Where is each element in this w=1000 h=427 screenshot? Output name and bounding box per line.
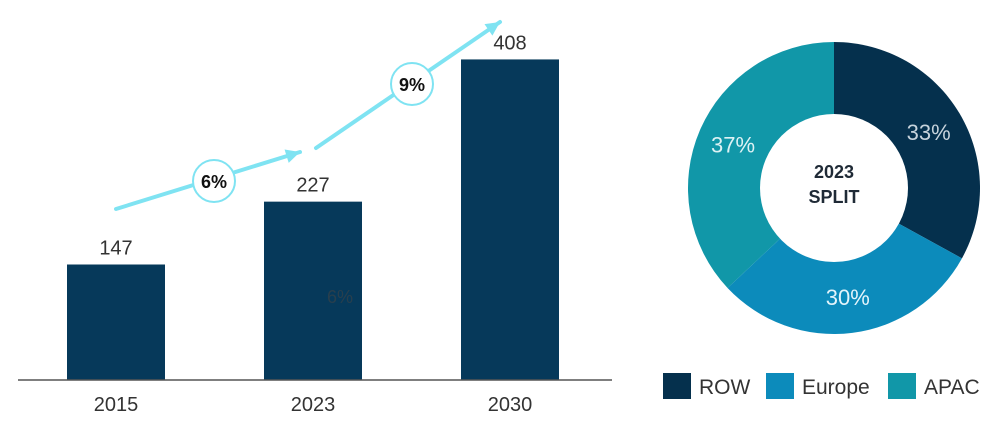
x-tick-label: 2030: [488, 394, 533, 416]
donut-center-year: 2023: [814, 162, 854, 182]
slice-percent-label: 33%: [907, 120, 951, 145]
growth-rate-label: 9%: [399, 75, 425, 95]
bar-2023: [264, 201, 362, 380]
bar-value-label: 408: [493, 32, 526, 54]
donut-chart: 2023 SPLIT 33% 30% 37%: [687, 42, 980, 334]
growth-rate-label: 6%: [201, 172, 227, 192]
bar-value-labels: 147 227 408: [99, 32, 526, 259]
legend-label: APAC: [924, 376, 980, 399]
slice-percent-label: 37%: [711, 132, 755, 157]
donut-slice-apac: [687, 42, 834, 288]
x-tick-labels: 2015 2023 2030: [94, 394, 533, 416]
growth-arrow: 6% 9%: [114, 20, 502, 211]
x-tick-label: 2023: [291, 394, 336, 416]
bar-2030: [461, 59, 559, 381]
faint-rate-label: 6%: [327, 287, 353, 307]
legend-label: ROW: [699, 376, 751, 399]
legend-label: Europe: [802, 376, 870, 399]
donut-hole: [760, 114, 908, 262]
donut-center-caption: SPLIT: [808, 187, 859, 207]
arrow-head: [284, 149, 300, 163]
growth-rate-bubble: [390, 62, 434, 106]
legend-swatch-row: [663, 373, 691, 399]
slice-percent-label: 30%: [826, 285, 870, 310]
bar-value-label: 147: [99, 238, 132, 260]
bar-2015: [67, 264, 165, 380]
donut-slice-labels: 33% 30% 37%: [711, 120, 951, 310]
bar-chart: 147 227 408 2015 2023 2030 6% 9% 6%: [18, 20, 612, 416]
x-tick-label: 2015: [94, 394, 139, 416]
bar-value-label: 227: [296, 175, 329, 197]
arrow-head: [484, 22, 500, 36]
legend-swatch-europe: [766, 373, 794, 399]
legend: ROW Europe APAC: [663, 373, 980, 399]
bar-series: [67, 59, 559, 381]
legend-swatch-apac: [888, 373, 916, 399]
growth-rate-bubble: [192, 159, 236, 203]
